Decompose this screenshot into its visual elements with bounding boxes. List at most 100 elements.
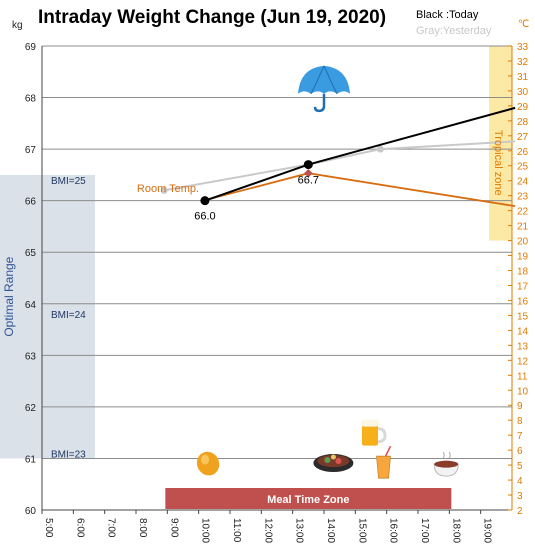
y-right-tick-label: 30	[517, 87, 529, 98]
today-data-label: 66.0	[194, 211, 215, 223]
y-right-tick-label: 5	[517, 461, 523, 472]
x-tick-label: 5:00	[43, 518, 54, 538]
x-tick-label: 6:00	[74, 518, 85, 538]
today-point	[200, 196, 210, 206]
juice-glass	[376, 455, 391, 479]
left-axis-unit: kg	[12, 20, 23, 31]
x-tick-label: 12:00	[262, 518, 273, 543]
y-right-tick-label: 12	[517, 356, 529, 367]
x-tick-label: 11:00	[231, 518, 242, 543]
y-right-tick-label: 4	[517, 476, 523, 487]
y-right-tick-label: 20	[517, 237, 529, 248]
bmi-label: BMI=23	[51, 449, 86, 460]
optimal-range-label: Optimal Range	[2, 256, 16, 336]
x-tick-label: 17:00	[419, 518, 430, 543]
x-tick-label: 16:00	[388, 518, 399, 543]
y-right-tick-label: 9	[517, 401, 523, 412]
beer-handle	[377, 427, 387, 444]
hotpot-egg	[330, 454, 336, 460]
hotpot-icon	[313, 454, 354, 473]
mango-icon	[196, 451, 220, 476]
y-right-tick-label: 29	[517, 102, 529, 113]
x-tick-label: 18:00	[450, 518, 461, 543]
y-right-tick-label: 10	[517, 386, 529, 397]
y-right-tick-label: 25	[517, 162, 529, 173]
y-left-tick-label: 62	[25, 403, 37, 414]
room-temp-label: Room Temp.	[137, 183, 199, 195]
umbrella-icon	[298, 65, 350, 113]
room-temp-point	[304, 168, 313, 178]
hotpot-veg	[324, 457, 331, 464]
today-point	[303, 160, 313, 170]
umbrella-ribs	[310, 65, 338, 95]
x-tick-label: 19:00	[482, 518, 493, 543]
tropical-zone-label: Tropical zone	[492, 130, 504, 196]
mango-body	[196, 451, 220, 476]
y-right-tick-label: 13	[517, 341, 529, 352]
series-line-yesterday	[164, 140, 516, 192]
series-line-room-temp	[204, 172, 516, 208]
today-data-label: 66.7	[298, 175, 319, 187]
meal-time-zone-label: Meal Time Zone	[267, 494, 349, 506]
y-right-tick-label: 3	[517, 491, 523, 502]
hotpot-meat	[335, 458, 342, 465]
y-right-tick-label: 32	[517, 57, 529, 68]
y-right-tick-label: 17	[517, 281, 529, 292]
juice-straw	[384, 445, 392, 457]
bmi-label: BMI=25	[51, 176, 86, 187]
juice-icon	[376, 445, 392, 479]
y-right-tick-label: 24	[517, 177, 529, 188]
umbrella-canopy	[298, 65, 350, 94]
y-right-tick-label: 16	[517, 296, 529, 307]
y-left-tick-label: 61	[25, 454, 37, 465]
x-tick-label: 8:00	[137, 518, 148, 538]
optimal-range-band	[0, 174, 95, 459]
y-right-tick-label: 7	[517, 431, 523, 442]
y-right-tick-label: 15	[517, 311, 529, 322]
yesterday-point	[376, 145, 384, 153]
y-right-tick-label: 23	[517, 192, 529, 203]
tropical-zone-band	[489, 46, 512, 241]
y-left-tick-label: 64	[25, 300, 37, 311]
y-left-tick-label: 67	[25, 145, 37, 156]
legend-yesterday: Gray:Yesterday	[416, 25, 492, 37]
x-tick-label: 9:00	[168, 518, 179, 538]
y-left-tick-label: 69	[25, 42, 37, 53]
y-right-tick-label: 8	[517, 416, 523, 427]
y-left-tick-label: 66	[25, 197, 37, 208]
umbrella-handle	[313, 93, 326, 113]
soup-bowl-icon	[433, 451, 459, 477]
bmi-label: BMI=24	[51, 310, 86, 321]
yesterday-point	[160, 186, 168, 194]
x-tick-label: 15:00	[356, 518, 367, 543]
right-axis-unit: ℃	[518, 19, 529, 30]
x-tick-label: 13:00	[294, 518, 305, 543]
x-tick-label: 14:00	[325, 518, 336, 543]
legend-today: Black :Today	[416, 9, 479, 21]
y-right-tick-label: 18	[517, 267, 529, 278]
y-right-tick-label: 27	[517, 132, 529, 143]
meal-time-zone-bar	[165, 488, 452, 509]
beer-icon	[361, 419, 387, 446]
y-right-tick-label: 6	[517, 446, 523, 457]
beer-foam	[361, 419, 379, 427]
chart-title: Intraday Weight Change (Jun 19, 2020)	[38, 7, 386, 28]
y-right-tick-label: 2	[517, 506, 523, 517]
mango-shine	[201, 454, 210, 465]
soup-steam	[442, 451, 451, 459]
y-right-tick-label: 33	[517, 42, 529, 53]
y-right-tick-label: 11	[517, 371, 528, 382]
soup-surface	[434, 460, 459, 468]
y-left-tick-label: 68	[25, 94, 37, 105]
x-tick-label: 7:00	[106, 518, 117, 538]
y-right-tick-label: 28	[517, 117, 529, 128]
y-right-tick-label: 14	[517, 326, 529, 337]
y-right-tick-label: 22	[517, 207, 529, 218]
y-left-tick-label: 63	[25, 351, 37, 362]
y-left-tick-label: 60	[25, 506, 37, 517]
x-tick-label: 10:00	[200, 518, 211, 543]
y-right-tick-label: 19	[517, 252, 529, 263]
y-right-tick-label: 21	[517, 222, 529, 233]
beer-glass	[362, 423, 378, 446]
